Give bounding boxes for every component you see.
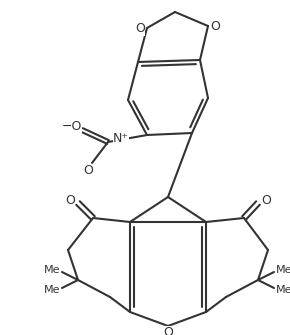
Text: Me: Me bbox=[44, 285, 60, 295]
Text: O: O bbox=[261, 195, 271, 207]
Text: Me: Me bbox=[276, 285, 290, 295]
Text: −O: −O bbox=[62, 120, 82, 133]
Text: O: O bbox=[135, 22, 145, 36]
Text: O: O bbox=[83, 164, 93, 178]
Text: O: O bbox=[163, 326, 173, 335]
Text: O: O bbox=[210, 20, 220, 34]
Text: O: O bbox=[65, 195, 75, 207]
Text: N⁺: N⁺ bbox=[113, 133, 129, 145]
Text: Me: Me bbox=[276, 265, 290, 275]
Text: Me: Me bbox=[44, 265, 60, 275]
